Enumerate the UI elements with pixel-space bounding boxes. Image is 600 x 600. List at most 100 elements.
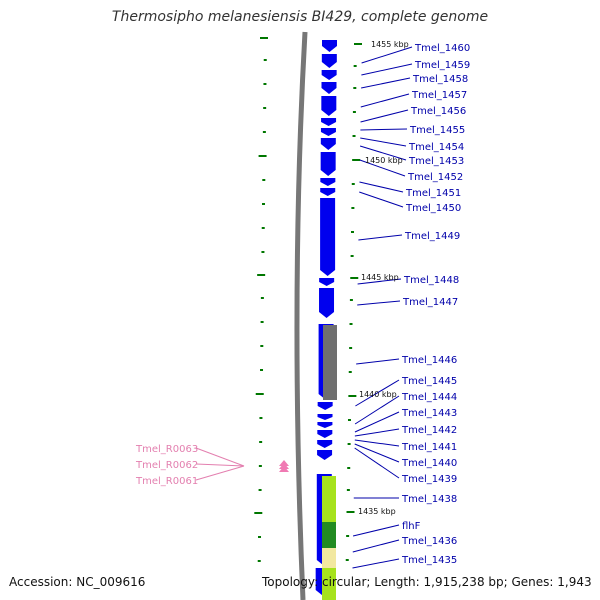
gene-label: Tmel_1445: [401, 376, 457, 387]
scale-tick: [346, 511, 355, 513]
scale-tick: [261, 227, 265, 229]
gene-leader: [352, 524, 400, 537]
gene-label-leaders: [352, 46, 413, 569]
gene-leader: [354, 439, 400, 447]
gene-label: Tmel_1447: [402, 297, 458, 308]
scale-tick: [352, 135, 356, 137]
scale-tick: [350, 231, 354, 233]
scale-label: 1450 kbp: [365, 156, 403, 165]
gene-label: Tmel_1438: [401, 494, 457, 505]
gene-arrow: [319, 288, 335, 318]
gene-label: Tmel_1450: [405, 203, 461, 214]
feature-track: [322, 325, 337, 600]
scale-labels: 1455 kbp 1450 kbp 1445 kbp 1440 kbp 1435 kbp: [358, 40, 409, 516]
gene-arrow: [320, 188, 336, 196]
gene-label: flhF: [402, 521, 421, 532]
scale-tick: [351, 183, 355, 185]
scale-tick: [349, 323, 353, 325]
gene-leader: [352, 539, 400, 553]
scale-tick: [353, 65, 357, 67]
gene-arrow: [321, 118, 337, 126]
scale-tick: [262, 131, 266, 133]
gene-label: Tmel_1442: [401, 425, 457, 436]
gene-label: Tmel_1440: [401, 458, 457, 469]
gene-arrow: [320, 198, 336, 276]
gene-label: Tmel_1460: [414, 43, 470, 54]
scale-tick: [349, 347, 353, 349]
rna-label: Tmel_R0062: [135, 460, 198, 471]
gene-label: Tmel_1452: [407, 172, 463, 183]
gene-arrow: [320, 178, 336, 186]
scale-tick: [262, 203, 266, 205]
gene-arrow: [320, 152, 336, 176]
scale-tick: [260, 345, 264, 347]
gene-arrow: [320, 138, 336, 150]
scale-label: 1455 kbp: [371, 40, 409, 49]
scale-tick: [353, 87, 357, 89]
scale-tick: [257, 560, 261, 562]
map-title: Thermosipho melanesiensis BI429, complet…: [111, 9, 489, 25]
scale-tick: [259, 417, 263, 419]
gene-arrow: [317, 422, 333, 428]
scale-tick: [345, 559, 349, 561]
scale-tick: [350, 255, 354, 257]
gene-arrow: [321, 96, 337, 116]
feature-box: [322, 568, 336, 600]
scale-tick: [254, 512, 263, 514]
gene-leader: [360, 137, 407, 147]
scale-tick: [348, 371, 352, 373]
gene-leader: [359, 145, 407, 161]
feature-box: [322, 548, 336, 568]
gene-leader: [354, 395, 400, 425]
gene-leader: [357, 300, 401, 306]
gene-label: Tmel_1443: [401, 408, 457, 419]
gene-arrow: [317, 402, 333, 410]
scale-label: 1445 kbp: [361, 273, 399, 282]
rna-arrow: [279, 466, 289, 472]
gene-label: Tmel_1459: [414, 60, 470, 71]
gene-label: Tmel_1436: [401, 536, 457, 547]
scale-tick: [351, 207, 355, 209]
gene-leader: [361, 46, 413, 64]
gene-leader: [354, 411, 400, 433]
gene-leader: [359, 159, 406, 177]
gene-arrow: [320, 128, 336, 136]
gene-arrow: [317, 430, 333, 438]
scale-tick: [260, 37, 268, 39]
scale-ticks: [254, 37, 362, 562]
gene-arrow: [319, 278, 335, 286]
feature-box: [322, 522, 336, 548]
gene-leader: [352, 558, 400, 569]
scale-tick: [352, 159, 361, 161]
gene-label: Tmel_1449: [404, 231, 460, 242]
scale-tick: [261, 251, 265, 253]
scale-tick: [258, 536, 262, 538]
gene-leader: [361, 77, 411, 89]
gene-leader: [355, 379, 400, 407]
rna-label: Tmel_R0061: [135, 476, 198, 487]
scale-tick: [347, 419, 351, 421]
gene-label: Tmel_1435: [401, 555, 457, 566]
gene-label: Tmel_1458: [412, 74, 468, 85]
gene-leader: [354, 447, 400, 479]
gene-label: Tmel_1453: [408, 156, 464, 167]
gene-label: Tmel_1448: [403, 275, 459, 286]
rna-leader: [195, 465, 245, 481]
scale-tick: [262, 179, 266, 181]
gene-label: Tmel_1455: [409, 125, 465, 136]
gene-labels: Tmel_1460 Tmel_1459 Tmel_1458 Tmel_1457 Tmel…: [401, 43, 470, 566]
gene-arrow: [321, 82, 337, 94]
scale-tick: [257, 274, 266, 276]
scale-tick: [347, 443, 351, 445]
gene-leader: [361, 63, 413, 76]
gene-label: Tmel_1451: [405, 188, 461, 199]
gene-label: Tmel_1456: [410, 106, 466, 117]
gene-track: [315, 40, 337, 596]
gene-leader: [360, 109, 409, 123]
gene-leader: [360, 128, 408, 131]
scale-tick: [260, 321, 264, 323]
scale-tick: [352, 111, 356, 113]
gene-leader: [359, 191, 404, 208]
gene-arrow: [317, 450, 333, 460]
scale-tick: [260, 369, 264, 371]
